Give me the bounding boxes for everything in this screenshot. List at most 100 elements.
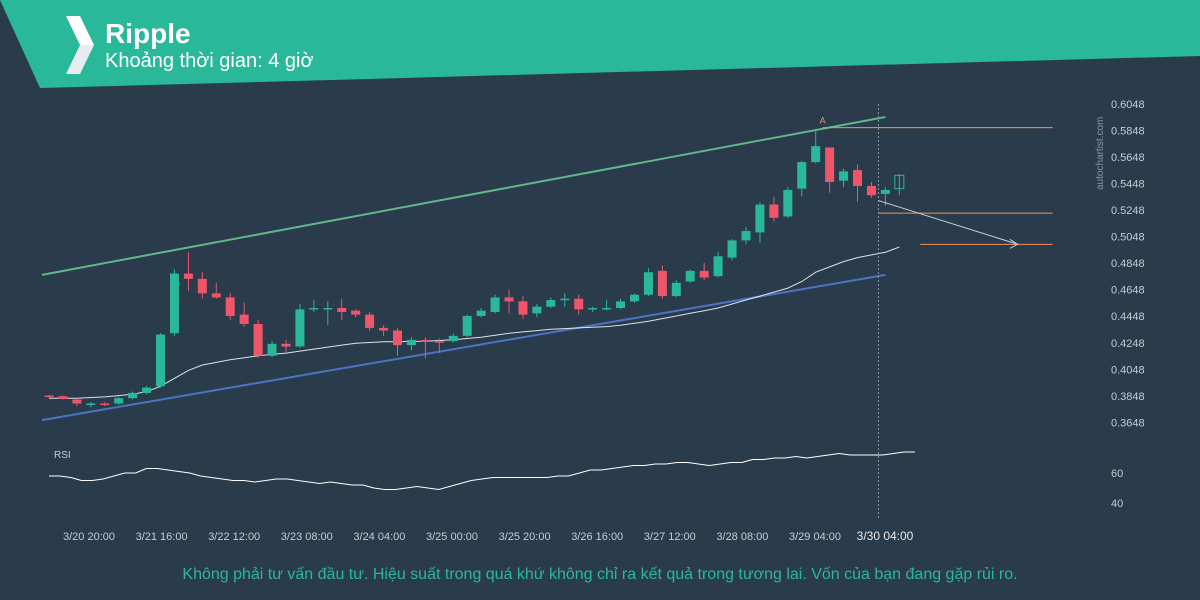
- candle: [183, 252, 193, 291]
- candle: [86, 402, 96, 408]
- candle: [532, 304, 542, 318]
- candle: [699, 262, 709, 281]
- candle-body: [518, 301, 528, 315]
- candle-body: [393, 330, 402, 346]
- candle-body: [574, 298, 584, 310]
- candle-body: [72, 399, 82, 404]
- candle-body: [602, 308, 612, 310]
- candle-body: [114, 398, 124, 404]
- price-tick-label: 0.3848: [1111, 391, 1145, 403]
- candle-body: [657, 270, 667, 297]
- candle-body: [769, 204, 779, 218]
- candle: [267, 341, 277, 358]
- candle-body: [588, 308, 598, 310]
- candle: [755, 201, 765, 244]
- candle: [811, 128, 821, 164]
- candle-body: [156, 334, 166, 387]
- time-tick-label: 3/25 20:00: [499, 531, 551, 543]
- watermark: autochartist.com: [1095, 117, 1106, 190]
- candle-body: [183, 273, 193, 279]
- candle: [379, 325, 389, 336]
- projection-line: [878, 200, 1018, 245]
- candle-body: [839, 171, 849, 181]
- candle-body: [211, 293, 221, 298]
- candle-body: [560, 298, 570, 301]
- candle: [741, 227, 751, 245]
- price-tick-label: 0.5448: [1111, 179, 1145, 191]
- candle-body: [825, 147, 835, 182]
- candle: [783, 187, 793, 218]
- candle: [560, 293, 570, 307]
- candle: [825, 147, 835, 193]
- candle-body: [239, 314, 249, 324]
- price-tick-label: 0.4848: [1111, 258, 1145, 270]
- candle-body: [699, 270, 709, 278]
- candle: [156, 333, 166, 388]
- candle: [476, 308, 486, 318]
- candle: [797, 160, 807, 197]
- page-title: Ripple: [105, 18, 191, 49]
- price-tick-label: 0.4448: [1111, 311, 1145, 323]
- candle-body: [281, 343, 291, 347]
- candle: [44, 394, 54, 398]
- candle: [351, 309, 361, 318]
- rsi-label: RSI: [54, 450, 71, 461]
- candle-body: [685, 270, 695, 282]
- ripple-logo-icon: [66, 16, 94, 74]
- timeframe-label: Khoảng thời gian: 4 giờ: [105, 50, 314, 72]
- candle: [128, 391, 138, 400]
- price-tick-label: 0.4648: [1111, 285, 1145, 297]
- candle-body: [741, 231, 751, 241]
- candle: [839, 168, 849, 188]
- candle-body: [169, 273, 179, 334]
- time-tick-label: 3/26 16:00: [571, 531, 623, 543]
- candle: [420, 337, 430, 359]
- candle-body: [100, 403, 110, 406]
- candle: [657, 265, 667, 299]
- candle-body: [643, 272, 653, 295]
- price-tick-label: 0.6048: [1111, 99, 1145, 111]
- candle: [769, 196, 779, 222]
- candle: [253, 319, 263, 359]
- resistance-trendline: [41, 116, 886, 276]
- price-tick-label: 0.5048: [1111, 232, 1145, 244]
- candle: [197, 272, 207, 299]
- candle: [393, 327, 402, 356]
- candle: [211, 282, 221, 299]
- candle-body: [406, 339, 416, 346]
- time-tick-label: 3/23 08:00: [281, 531, 333, 543]
- time-tick-label: 3/24 04:00: [353, 531, 405, 543]
- candle: [225, 293, 235, 320]
- candle-body: [797, 162, 807, 189]
- time-tick-label: 3/20 20:00: [63, 531, 115, 543]
- candle: [643, 268, 653, 297]
- candle: [853, 164, 863, 202]
- header-banner: [0, 0, 1200, 88]
- candle-body: [86, 403, 96, 406]
- candle-body: [420, 339, 430, 342]
- candle-body: [351, 310, 361, 315]
- rsi-line: [49, 451, 915, 491]
- candle-body: [253, 323, 263, 356]
- candle: [629, 293, 639, 303]
- candle-body: [476, 310, 486, 316]
- candle-body: [894, 174, 905, 190]
- price-tick-label: 0.5848: [1111, 126, 1145, 138]
- candle-body: [44, 395, 54, 398]
- candle-body: [880, 189, 890, 194]
- candle-body: [379, 327, 389, 331]
- candle: [323, 301, 333, 326]
- candle-body: [128, 392, 138, 399]
- candle: [546, 297, 556, 309]
- candle-body: [365, 314, 375, 328]
- candle: [365, 311, 375, 331]
- candle-body: [462, 315, 472, 336]
- candle-body: [142, 387, 152, 393]
- candle: [866, 181, 876, 198]
- candle: [142, 386, 152, 395]
- rsi-tick-label: 60: [1111, 468, 1123, 480]
- candle: [671, 280, 681, 298]
- candle: [100, 402, 110, 407]
- candle-body: [546, 300, 556, 307]
